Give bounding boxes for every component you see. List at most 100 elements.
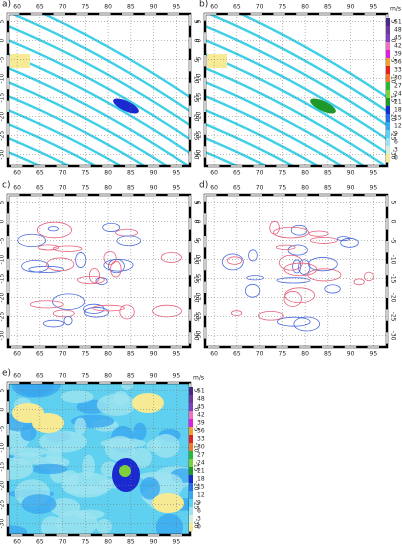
colorbar-label: 48 <box>394 27 402 34</box>
x-tick-label: 85 <box>127 185 135 192</box>
x-tick-label: 80 <box>104 373 112 380</box>
x-tick-label: 90 <box>150 185 158 192</box>
y-tick-label: -5 <box>0 56 6 62</box>
y-tick-label: -30 <box>196 331 203 341</box>
field-patch <box>60 390 94 404</box>
storm-core <box>119 465 131 477</box>
swath <box>205 38 387 141</box>
contour <box>283 290 302 307</box>
x-tick-label: 70 <box>59 185 67 192</box>
x-tick-label: 85 <box>324 4 332 11</box>
colorbar-label: 27 <box>197 452 205 459</box>
swath-high <box>310 98 336 114</box>
colorbar-label: 6 <box>394 139 398 146</box>
contour <box>52 245 83 252</box>
x-tick-label: 90 <box>150 539 158 546</box>
swath <box>238 14 387 99</box>
colorbar-label: 3 <box>394 147 398 154</box>
x-tick-label: 95 <box>173 351 181 358</box>
colorbar-label: 45 <box>197 404 205 411</box>
contour <box>244 283 261 298</box>
field-patch <box>156 473 184 497</box>
contour <box>246 275 264 281</box>
y-tick-label: -5 <box>193 426 200 432</box>
contour <box>83 307 110 318</box>
swath <box>205 136 269 166</box>
x-tick-label: 70 <box>256 170 264 177</box>
y-tick-label: -20 <box>196 293 203 303</box>
x-tick-label: 75 <box>82 351 90 358</box>
y-tick-label: -25 <box>390 312 397 322</box>
x-tick-label: 75 <box>82 185 90 192</box>
y-tick-label: 5 <box>0 389 6 393</box>
swath-high <box>113 98 139 114</box>
contour <box>353 278 365 286</box>
colorbar-label: 21 <box>197 468 205 475</box>
colorbar-swatch <box>386 82 390 90</box>
colorbar-swatch <box>386 18 390 26</box>
x-tick-label: 75 <box>279 351 287 358</box>
colorbar-swatch <box>189 475 193 483</box>
colorbar-label: 9 <box>197 500 201 507</box>
y-tick-label: -30 <box>0 331 6 341</box>
panel-label: c) <box>2 181 10 191</box>
map-content <box>221 220 374 332</box>
map-panel: 606065657070757580808585909095955500-5-5… <box>0 0 200 177</box>
y-tick-label: -25 <box>0 312 6 322</box>
x-tick-label: 85 <box>324 170 332 177</box>
y-tick-label: 0 <box>390 220 397 224</box>
x-tick-label: 60 <box>13 373 21 380</box>
swath <box>205 24 387 127</box>
swath <box>8 136 72 166</box>
contour <box>226 256 243 265</box>
x-tick-label: 60 <box>210 170 218 177</box>
x-tick-label: 60 <box>13 539 21 546</box>
y-tick-label: 0 <box>196 39 203 43</box>
frame-dash <box>7 194 191 348</box>
x-tick-label: 75 <box>82 539 90 546</box>
colorbar-swatch <box>189 515 193 523</box>
colorbar-swatch <box>189 395 193 403</box>
colorbar-swatch <box>189 523 193 531</box>
colorbar-label: 0 <box>197 524 201 531</box>
contour <box>103 258 134 272</box>
y-tick-label: 0 <box>0 39 6 43</box>
colorbar-label: 15 <box>197 484 205 491</box>
x-tick-label: 95 <box>173 170 181 177</box>
y-tick-label: 0 <box>193 220 200 224</box>
colorbar-swatch <box>386 34 390 42</box>
x-tick-label: 75 <box>279 185 287 192</box>
colorbar-swatch <box>386 66 390 74</box>
y-tick-label: -10 <box>193 74 200 84</box>
y-tick-label: -20 <box>193 481 200 491</box>
frame <box>6 193 192 349</box>
swath <box>205 80 367 166</box>
y-tick-label: -15 <box>196 274 203 284</box>
y-tick-label: 5 <box>0 20 6 24</box>
x-tick-label: 95 <box>370 4 378 11</box>
contour <box>77 275 105 285</box>
y-tick-label: -5 <box>193 57 200 63</box>
x-tick-label: 85 <box>127 539 135 546</box>
y-tick-label: -30 <box>193 331 200 341</box>
x-tick-label: 95 <box>370 170 378 177</box>
colorbar-label: 9 <box>394 131 398 138</box>
contour <box>276 316 311 327</box>
y-tick-label: 5 <box>193 389 200 393</box>
x-tick-label: 80 <box>301 4 309 11</box>
x-tick-label: 75 <box>279 4 287 11</box>
y-tick-label: -15 <box>193 274 200 284</box>
panel-label: a) <box>2 0 11 10</box>
contour <box>340 237 359 248</box>
x-tick-label: 60 <box>210 185 218 192</box>
x-tick-label: 85 <box>127 170 135 177</box>
contour <box>46 257 75 272</box>
colorbar-label: 36 <box>197 428 205 435</box>
colorbar-label: 12 <box>197 492 205 499</box>
y-tick-label: -25 <box>196 312 203 322</box>
x-tick-label: 60 <box>210 4 218 11</box>
x-tick-label: 60 <box>13 4 21 11</box>
contour <box>52 293 85 310</box>
